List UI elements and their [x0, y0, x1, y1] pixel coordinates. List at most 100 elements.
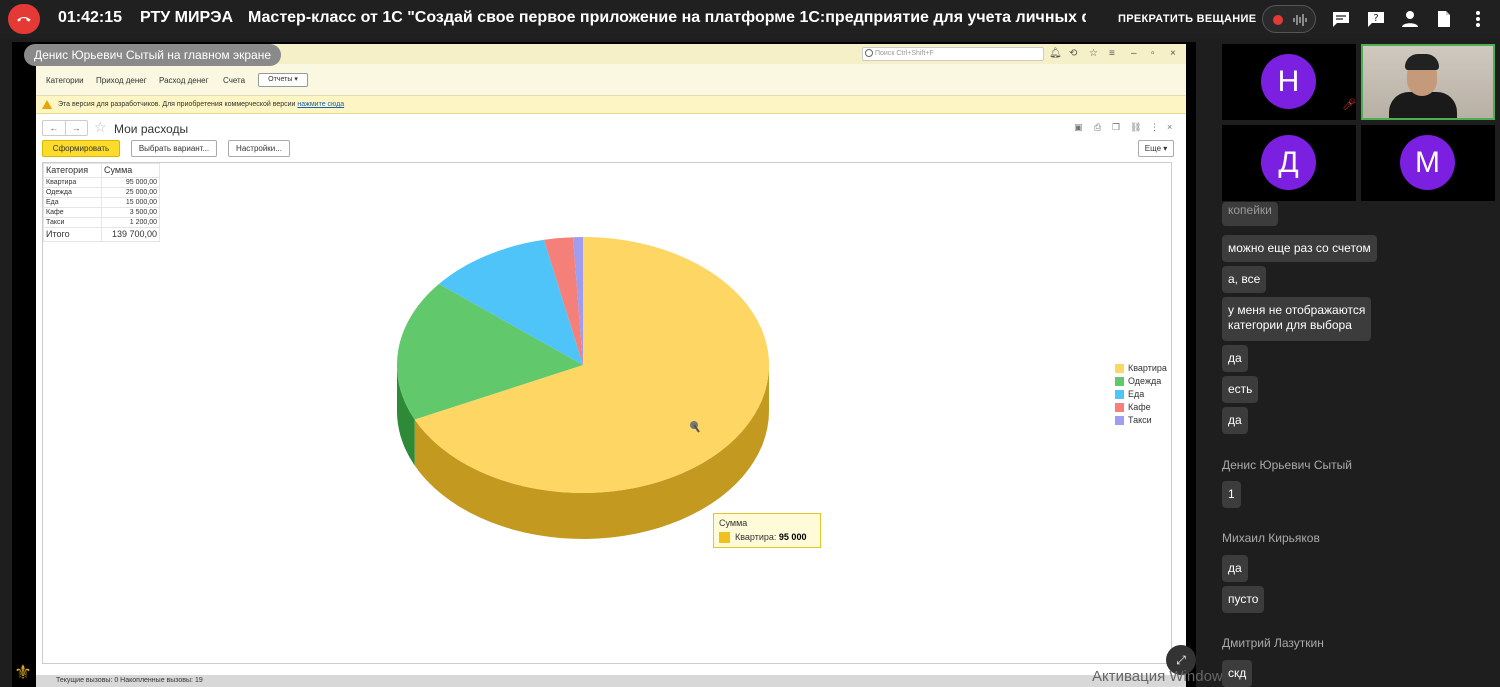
- chart-legend: Квартира Одежда Еда Кафе Такси: [1115, 362, 1167, 427]
- chat-message: можно еще раз со счетом: [1222, 235, 1377, 262]
- chat-sender-name: Денис Юрьевич Сытый: [1222, 458, 1352, 472]
- pie-slice-2[interactable]: [438, 239, 583, 365]
- stop-broadcast-button[interactable]: ПРЕКРАТИТЬ ВЕЩАНИЕ: [1118, 13, 1257, 25]
- chat-icon[interactable]: [1331, 9, 1351, 29]
- person-icon[interactable]: [1400, 9, 1420, 29]
- warning-text: Эта версия для разработчиков. Для приобр…: [58, 101, 296, 108]
- report-area: Категория Сумма Квартира 95 000,00 Одежда…: [42, 162, 1172, 664]
- avatar: Д: [1261, 135, 1316, 190]
- legend-label: Еда: [1128, 389, 1145, 399]
- tooltip-text: Квартира: 95 000: [735, 532, 806, 542]
- pie-side-1: [397, 365, 415, 466]
- more-vertical-icon[interactable]: [1468, 9, 1488, 29]
- search-icon: [865, 49, 873, 57]
- search-input[interactable]: Поиск Ctrl+Shift+F: [862, 47, 1044, 61]
- more-icon[interactable]: ⋮: [1150, 122, 1159, 132]
- favorite-icon[interactable]: ☆: [1089, 48, 1098, 59]
- status-text: Текущие вызовы: 0 Накопленные вызовы: 19: [56, 677, 203, 684]
- chat-sender-name: Михаил Кирьяков: [1222, 531, 1320, 545]
- tooltip-label: Квартира:: [735, 532, 777, 542]
- chat-message: есть: [1222, 376, 1259, 403]
- chat-message: пусто: [1222, 586, 1265, 613]
- settings-button[interactable]: Настройки...: [228, 140, 290, 157]
- menu-item-income[interactable]: Приход денег: [96, 76, 147, 85]
- menu-item-accounts[interactable]: Счета: [223, 76, 246, 85]
- record-dot-icon: [1273, 15, 1283, 25]
- favorite-star-icon[interactable]: ☆: [94, 119, 107, 135]
- legend-swatch: [1115, 390, 1124, 399]
- forward-arrow-icon[interactable]: →: [64, 121, 88, 135]
- pie-slice-0[interactable]: [414, 237, 769, 493]
- restore-icon[interactable]: ▫: [1151, 48, 1155, 59]
- participant-tile[interactable]: М: [1361, 125, 1495, 201]
- more-button[interactable]: Еще ▾: [1138, 140, 1174, 157]
- legend-item: Еда: [1115, 388, 1167, 401]
- status-bar: Текущие вызовы: 0 Накопленные вызовы: 19: [36, 675, 1186, 687]
- print-icon[interactable]: ⎙: [1094, 122, 1102, 132]
- crest-logo-icon: ⚜: [14, 662, 32, 684]
- pie-chart: [396, 237, 769, 539]
- participant-video-tile[interactable]: [1361, 44, 1495, 120]
- link-icon[interactable]: ⛓: [1130, 122, 1142, 132]
- meeting-title: Мастер-класс от 1С "Создай свое первое п…: [248, 9, 1086, 26]
- pie-slice-1[interactable]: [396, 284, 583, 420]
- pie-slice-4[interactable]: [573, 237, 583, 365]
- chat-message: копейки: [1222, 202, 1278, 226]
- reports-dropdown[interactable]: Отчеты ▾: [258, 73, 308, 87]
- chat-message: 1: [1222, 481, 1241, 508]
- bell-icon[interactable]: 🔔︎: [1049, 48, 1062, 59]
- chat-message: у меня не отображаются категории для выбо…: [1222, 297, 1372, 341]
- chat-message: а, все: [1222, 266, 1267, 293]
- tooltip-value: 95 000: [778, 532, 807, 542]
- recording-toggle[interactable]: [1262, 5, 1316, 33]
- fullscreen-button[interactable]: ⤢: [1166, 645, 1196, 675]
- chat-message: да: [1222, 555, 1248, 582]
- legend-swatch: [1115, 416, 1124, 425]
- legend-swatch: [1115, 403, 1124, 412]
- end-call-icon: [17, 16, 31, 22]
- developer-warning: Эта версия для разработчиков. Для приобр…: [36, 96, 1186, 114]
- menu-item-expenses[interactable]: Расход денег: [159, 76, 209, 85]
- purchase-link[interactable]: нажмите сюда: [297, 101, 345, 108]
- legend-item: Кафе: [1115, 401, 1167, 414]
- generate-button[interactable]: Сформировать: [42, 140, 120, 157]
- chat-message: скд: [1222, 660, 1253, 687]
- avatar: Н: [1261, 54, 1316, 109]
- minimize-icon[interactable]: –: [1131, 48, 1137, 59]
- legend-swatch: [1115, 364, 1124, 373]
- select-variant-button[interactable]: Выбрать вариант...: [131, 140, 217, 157]
- legend-item: Одежда: [1115, 375, 1167, 388]
- end-call-button[interactable]: [8, 4, 40, 34]
- pie-slice-3[interactable]: [544, 237, 583, 365]
- tooltip-title: Сумма: [719, 518, 748, 528]
- mic-off-icon: 🎤︎: [1342, 99, 1356, 111]
- chart-tooltip: Сумма Квартира: 95 000: [713, 513, 821, 548]
- participant-tile[interactable]: Н 🎤︎: [1222, 44, 1356, 120]
- pie-side-0: [414, 365, 769, 539]
- svg-text:?: ?: [1373, 13, 1378, 24]
- history-icon[interactable]: ⟲: [1069, 48, 1078, 59]
- close-form-icon[interactable]: ×: [1167, 122, 1173, 132]
- participant-tile[interactable]: Д: [1222, 125, 1356, 201]
- report-table: Категория Сумма Квартира 95 000,00 Одежда…: [43, 163, 160, 242]
- copy-icon[interactable]: ❐: [1112, 122, 1121, 132]
- back-arrow-icon[interactable]: ←: [49, 123, 59, 133]
- total-value: 139 700,00: [101, 227, 160, 242]
- microphone-wave-icon: [1293, 14, 1307, 26]
- warning-icon: [42, 100, 52, 109]
- document-icon[interactable]: [1434, 9, 1454, 29]
- menu-icon[interactable]: ≡: [1109, 48, 1115, 59]
- nav-buttons: ← →: [42, 120, 88, 136]
- save-icon[interactable]: ▣: [1074, 122, 1083, 132]
- legend-swatch: [1115, 377, 1124, 386]
- expand-icon: ⤢: [1176, 653, 1186, 667]
- legend-label: Одежда: [1128, 376, 1162, 386]
- menu-item-categories[interactable]: Категории: [46, 76, 84, 85]
- person-video: [1389, 92, 1457, 118]
- total-row: Итого 139 700,00: [43, 227, 160, 242]
- tooltip-swatch: [719, 532, 730, 543]
- close-window-icon[interactable]: ×: [1170, 48, 1176, 59]
- help-icon[interactable]: ?: [1366, 9, 1386, 29]
- avatar: М: [1400, 135, 1455, 190]
- legend-item: Такси: [1115, 414, 1167, 427]
